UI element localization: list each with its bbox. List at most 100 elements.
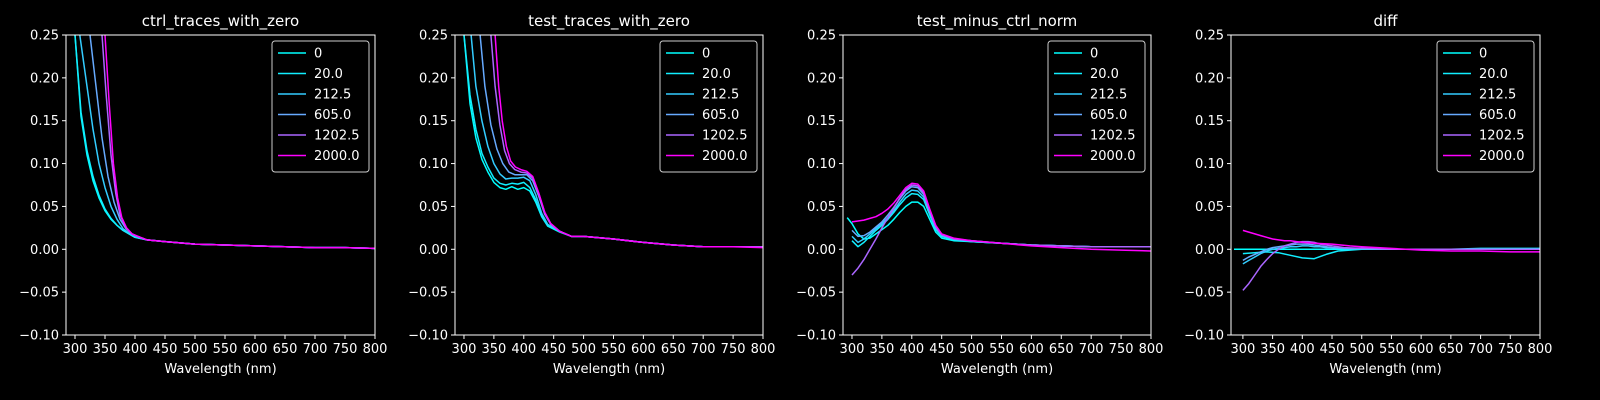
legend-label: 605.0 (1090, 108, 1127, 123)
legend: 0 20.0 212.5 605.0 1202.5 2000.0 (659, 40, 758, 173)
x-tick-label: 500 (959, 342, 984, 357)
x-tick-label: 800 (751, 342, 776, 357)
legend-label: 2000.0 (1479, 149, 1525, 164)
y-tick-label: −0.10 (1184, 329, 1224, 344)
series-line-4 (1242, 240, 1540, 291)
y-tick-label: 0.25 (30, 29, 59, 44)
x-tick-label: 600 (1019, 342, 1044, 357)
legend-label: 1202.5 (1479, 129, 1525, 144)
y-tick-label: 0.20 (30, 71, 59, 86)
chart-panel-2: 300 350 400 450 500 550 600 650 700 750 800 −0.10 −0… (796, 12, 1163, 377)
chart-title: test_minus_ctrl_norm (917, 12, 1078, 31)
plot-area (846, 182, 1151, 276)
chart-title: diff (1373, 12, 1398, 30)
x-tick-label: 550 (601, 342, 626, 357)
y-tick-label: −0.10 (408, 329, 448, 344)
x-tick-label: 300 (63, 342, 88, 357)
x-tick-label: 350 (869, 342, 894, 357)
axes-frame (454, 34, 764, 336)
legend-label: 0 (1090, 47, 1098, 62)
legend-label: 605.0 (1479, 108, 1516, 123)
chart-panel-3: 300 350 400 450 500 550 600 650 700 750 800 −0.10 −0… (1184, 12, 1552, 377)
x-tick-label: 650 (661, 342, 686, 357)
x-tick-label: 800 (1139, 342, 1164, 357)
x-tick-label: 750 (1498, 342, 1523, 357)
x-tick-label: 600 (243, 342, 268, 357)
series-line-5 (1242, 229, 1540, 253)
y-tick-label: 0.00 (30, 243, 59, 258)
legend-label: 2000.0 (702, 149, 748, 164)
x-tick-label: 800 (363, 342, 388, 357)
x-tick-label: 500 (1349, 342, 1374, 357)
legend-label: 2000.0 (314, 149, 360, 164)
x-tick-label: 700 (1468, 342, 1493, 357)
x-axis-label: Wavelength (nm) (941, 362, 1053, 377)
x-tick-label: 550 (1379, 342, 1404, 357)
legend-label: 605.0 (702, 108, 739, 123)
axes-frame (842, 34, 1152, 336)
y-tick-label: −0.05 (796, 286, 836, 301)
y-tick-label: 0.00 (419, 243, 448, 258)
x-tick-label: 600 (631, 342, 656, 357)
series-line-5 (494, 35, 763, 249)
x-tick-label: 550 (213, 342, 238, 357)
legend-label: 212.5 (1090, 88, 1127, 103)
x-tick-label: 600 (1409, 342, 1434, 357)
series-line-5 (104, 35, 375, 250)
chart-panel-1: 300 350 400 450 500 550 600 650 700 750 800 −0.10 −0… (408, 12, 775, 377)
x-tick-label: 700 (303, 342, 328, 357)
x-axis-label: Wavelength (nm) (553, 362, 665, 377)
legend-label: 1202.5 (1090, 129, 1136, 144)
x-tick-label: 700 (691, 342, 716, 357)
x-tick-label: 650 (1438, 342, 1463, 357)
axes-frame (1230, 34, 1541, 336)
x-tick-label: 750 (1109, 342, 1134, 357)
chart-title: test_traces_with_zero (528, 12, 690, 31)
y-tick-label: 0.15 (30, 114, 59, 129)
x-tick-label: 450 (1320, 342, 1345, 357)
y-tick-label: −0.05 (1184, 286, 1224, 301)
legend-label: 212.5 (1479, 88, 1516, 103)
y-tick-label: 0.25 (419, 29, 448, 44)
series-line-4 (851, 184, 1151, 276)
legend-label: 212.5 (314, 88, 351, 103)
chart-title: ctrl_traces_with_zero (142, 12, 299, 31)
x-tick-label: 450 (541, 342, 566, 357)
y-tick-label: 0.05 (419, 200, 448, 215)
legend: 0 20.0 212.5 605.0 1202.5 2000.0 (1047, 40, 1146, 173)
chart-panel-0: 300 350 400 450 500 550 600 650 700 750 800 −0.10 −0… (19, 12, 387, 377)
y-tick-label: 0.10 (30, 157, 59, 172)
x-tick-label: 300 (452, 342, 477, 357)
y-tick-label: 0.15 (807, 114, 836, 129)
y-tick-label: 0.00 (807, 243, 836, 258)
x-tick-label: 800 (1528, 342, 1553, 357)
y-tick-label: 0.05 (807, 200, 836, 215)
x-tick-label: 650 (1049, 342, 1074, 357)
x-tick-label: 500 (571, 342, 596, 357)
legend-label: 20.0 (1090, 67, 1119, 82)
x-tick-label: 450 (153, 342, 178, 357)
y-tick-label: −0.05 (408, 286, 448, 301)
x-tick-label: 550 (989, 342, 1014, 357)
legend-label: 20.0 (702, 67, 731, 82)
legend-label: 20.0 (314, 67, 343, 82)
axes-frame (65, 34, 376, 336)
x-tick-label: 350 (93, 342, 118, 357)
x-tick-label: 650 (273, 342, 298, 357)
y-tick-label: 0.20 (807, 71, 836, 86)
y-tick-label: 0.20 (419, 71, 448, 86)
x-tick-label: 750 (333, 342, 358, 357)
legend-label: 2000.0 (1090, 149, 1136, 164)
legend: 0 20.0 212.5 605.0 1202.5 2000.0 (1436, 40, 1535, 173)
y-tick-label: 0.05 (1195, 200, 1224, 215)
y-tick-label: 0.00 (1195, 243, 1224, 258)
y-tick-label: 0.15 (419, 114, 448, 129)
x-axis-label: Wavelength (nm) (164, 362, 276, 377)
legend-label: 0 (702, 47, 710, 62)
plot-area (1234, 229, 1540, 291)
legend-label: 1202.5 (314, 129, 360, 144)
y-tick-label: −0.10 (19, 329, 59, 344)
legend-label: 1202.5 (702, 129, 748, 144)
x-tick-label: 350 (481, 342, 506, 357)
y-tick-label: 0.15 (1195, 114, 1224, 129)
